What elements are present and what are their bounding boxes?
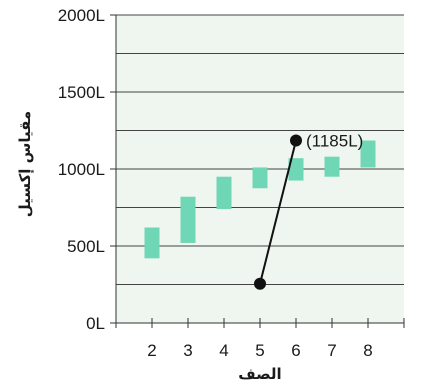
range-bar-grade-3 (180, 196, 196, 243)
annotation-label: (1185L) (306, 132, 363, 151)
x-tick-label: 7 (327, 341, 336, 360)
axes (110, 14, 405, 328)
y-axis-title: مقياس إكسيل (16, 111, 34, 217)
tick-labels: 0L 500L 1000L 1500L 2000L 2 3 4 5 6 7 8 (58, 6, 373, 360)
x-tick-label: 2 (147, 341, 156, 360)
trend-point-start (254, 277, 266, 290)
range-bar-grade-5 (252, 167, 268, 189)
range-bars (144, 140, 376, 259)
trend-point-end (290, 134, 302, 147)
trend-line-group (254, 134, 302, 290)
x-tick-label: 5 (255, 341, 264, 360)
x-tick-label: 6 (291, 341, 300, 360)
y-tick-label: 1500L (58, 83, 105, 102)
y-tick-label: 2000L (58, 6, 105, 25)
y-tick-label: 0L (86, 314, 105, 333)
range-bar-grade-7 (324, 156, 340, 177)
range-bar-grade-8 (360, 140, 376, 168)
y-tick-label: 1000L (58, 160, 105, 179)
range-bar-grade-2 (144, 227, 160, 259)
x-tick-label: 8 (363, 341, 372, 360)
y-tick-label: 500L (67, 237, 105, 256)
x-axis-title: الصف (238, 365, 281, 383)
range-bar-grade-4 (216, 176, 232, 210)
trend-line (259, 140, 297, 284)
x-tick-label: 4 (219, 341, 228, 360)
range-bar-grade-6 (288, 158, 304, 181)
x-tick-label: 3 (183, 341, 192, 360)
gridlines (116, 14, 404, 285)
